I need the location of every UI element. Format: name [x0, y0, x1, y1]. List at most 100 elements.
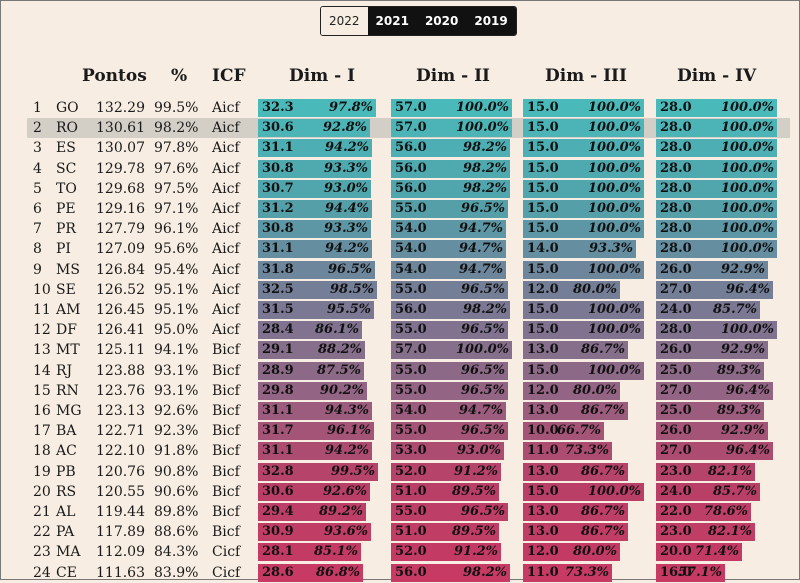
pct-cell: 84.3% [154, 544, 199, 561]
dim-4-bar: 28.0 100.0% [656, 179, 777, 198]
table-row[interactable]: 11 AM 126.45 95.1% Aicf 31.5 95.5% 56.0 98.2% 15.… [0, 300, 800, 320]
dim-pct-label: 100.0% [720, 180, 774, 196]
uf-cell: MG [56, 403, 82, 419]
dim-pct-label: 100.0% [587, 322, 641, 338]
table-row[interactable]: 16 MG 123.13 92.6% Bicf 31.1 94.3% 54.0 94.7% 13.… [0, 401, 800, 421]
dim-value-label: 28.4 [262, 322, 294, 338]
pct-cell: 95.1% [154, 302, 199, 318]
dim-2-bar: 54.0 94.7% [391, 260, 506, 279]
dim-pct-label: 94.7% [458, 403, 503, 418]
dim-value-label: 15.0 [527, 140, 559, 156]
dim-2-bar: 54.0 94.7% [391, 240, 506, 259]
dim-value-label: 15.0 [527, 362, 559, 378]
dim-pct-label: 96.5% [460, 362, 505, 378]
table-row[interactable]: 2 RO 130.61 98.2% Aicf 30.6 92.8% 57.0 100.0% 15.… [0, 118, 800, 139]
table-row[interactable]: 10 SE 126.52 95.1% Aicf 32.5 98.5% 55.0 96.5% 12.… [0, 280, 800, 300]
dim-pct-label: 96.5% [327, 261, 372, 277]
dim-value-label: 23.0 [660, 463, 692, 479]
dim-pct-label: 80.0% [572, 281, 617, 297]
uf-cell: ES [56, 140, 76, 157]
dim-pct-label: 93.3% [323, 160, 368, 176]
dim-3-bar: 15.0 100.0% [523, 139, 644, 158]
dim-value-label: 26.0 [660, 261, 692, 277]
table-row[interactable]: 15 RN 123.76 93.1% Bicf 29.8 90.2% 55.0 96.5% 12.… [0, 381, 800, 401]
dim-pct-label: 94.7% [458, 221, 503, 237]
dim-value-label: 30.7 [262, 180, 294, 196]
dim-pct-label: 100.0% [720, 160, 774, 176]
table-row[interactable]: 20 RS 120.55 90.6% Bicf 30.6 92.6% 51.0 89.5% 15.… [0, 482, 800, 502]
rank-cell: 9 [33, 261, 42, 278]
dim-value-label: 10.0 [527, 423, 559, 439]
dim-pct-label: 86.8% [315, 564, 360, 580]
dim-value-label: 53.0 [395, 443, 427, 459]
header-icf: ICF [212, 66, 246, 86]
dim-value-label: 54.0 [395, 241, 427, 257]
table-row[interactable]: 19 PB 120.76 90.8% Bicf 32.8 99.5% 52.0 91.2% 13.… [0, 462, 800, 482]
dim-value-label: 15.0 [527, 221, 559, 237]
pct-cell: 97.5% [154, 180, 199, 197]
uf-cell: RO [56, 120, 79, 137]
table-row[interactable]: 1 GO 132.29 99.5% Aicf 32.3 97.8% 57.0 100.0% 15.… [0, 98, 800, 118]
table-row[interactable]: 22 PA 117.89 88.6% Bicf 30.9 93.6% 51.0 89.5% 13.… [0, 522, 800, 542]
dim-value-label: 29.8 [262, 382, 294, 398]
dim-1-bar: 32.5 98.5% [258, 280, 377, 299]
dim-pct-label: 100.0% [720, 140, 774, 156]
rank-cell: 16 [33, 403, 51, 419]
table-row[interactable]: 23 MA 112.09 84.3% Cicf 28.1 85.1% 52.0 91.2% 12.… [0, 542, 800, 562]
table-row[interactable]: 5 TO 129.68 97.5% Aicf 30.7 93.0% 56.0 98.2% 15.0… [0, 179, 800, 199]
table-row[interactable]: 18 AC 122.10 91.8% Bicf 31.1 94.2% 53.0 93.0% 11.… [0, 441, 800, 461]
icf-cell: Aicf [212, 201, 240, 217]
table-row[interactable]: 4 SC 129.78 97.6% Aicf 30.8 93.3% 56.0 98.2% 15.0… [0, 159, 800, 179]
dim-pct-label: 86.7% [580, 342, 625, 358]
pontos-cell: 126.84 [96, 261, 145, 278]
dim-value-label: 28.0 [660, 100, 692, 115]
table-row[interactable]: 3 ES 130.07 97.8% Aicf 31.1 94.2% 56.0 98.2% 15.0… [0, 138, 800, 158]
dim-value-label: 26.0 [660, 342, 692, 358]
dim-2-bar: 52.0 91.2% [391, 462, 501, 481]
dim-pct-label: 89.5% [451, 524, 496, 540]
table-row[interactable]: 9 MS 126.84 95.4% Aicf 31.8 96.5% 54.0 94.7% 15.0… [0, 260, 800, 280]
dim-value-label: 32.3 [262, 100, 294, 115]
dim-3-bar: 15.0 100.0% [523, 482, 644, 501]
table-row[interactable]: 14 RJ 123.88 93.1% Bicf 28.9 87.5% 55.0 96.5% 15.… [0, 361, 800, 381]
dim-2-bar: 57.0 100.0% [391, 119, 512, 138]
table-row[interactable]: 8 PI 127.09 95.6% Aicf 31.1 94.2% 54.0 94.7% 14.0… [0, 239, 800, 259]
tab-year-1[interactable]: 2022 [321, 7, 368, 35]
dim-pct-label: 80.0% [572, 382, 617, 398]
tab-year-2[interactable]: 2021 [367, 7, 417, 35]
table-row[interactable]: 6 PE 129.16 97.1% Aicf 31.2 94.4% 55.0 96.5% 15.0… [0, 199, 800, 219]
table-row[interactable]: 13 MT 125.11 94.1% Bicf 29.1 88.2% 57.0 100.0% 13… [0, 340, 800, 360]
dim-value-label: 55.0 [395, 201, 427, 216]
dim-4-bar: 26.0 92.9% [656, 422, 768, 441]
icf-cell: Cicf [212, 544, 241, 561]
rank-cell: 3 [33, 140, 42, 157]
dim-4-bar: 28.0 100.0% [656, 200, 777, 218]
dim-pct-label: 98.2% [462, 140, 507, 156]
rank-cell: 6 [33, 201, 42, 217]
table-row[interactable]: 7 PR 127.79 96.1% Aicf 30.8 93.3% 54.0 94.7% 15.0… [0, 219, 800, 239]
dim-value-label: 27.0 [660, 382, 692, 398]
table-row[interactable]: 17 BA 122.71 92.3% Bicf 31.7 96.1% 55.0 96.5% 10.… [0, 421, 800, 441]
dim-4-bar: 25.0 89.3% [656, 402, 764, 420]
pontos-cell: 117.89 [96, 524, 145, 541]
dim-2-bar: 54.0 94.7% [391, 220, 506, 239]
dim-1-bar: 31.7 96.1% [258, 422, 374, 441]
dim-pct-label: 94.7% [458, 241, 503, 257]
uf-cell: PA [56, 524, 75, 541]
dim-value-label: 12.0 [527, 544, 559, 560]
year-tabs: 2022 2021 2020 2019 [320, 6, 517, 36]
table-row[interactable]: 21 AL 119.44 89.8% Bicf 29.4 89.2% 55.0 96.5% 13.… [0, 502, 800, 522]
uf-cell: RN [56, 382, 79, 399]
dim-value-label: 24.0 [660, 483, 692, 499]
header-pct: % [171, 66, 188, 86]
dim-value-label: 13.0 [527, 342, 559, 358]
dim-1-bar: 31.5 95.5% [258, 301, 374, 319]
table-row[interactable]: 12 DF 126.41 95.0% Aicf 28.4 86.1% 55.0 96.5% 15.… [0, 320, 800, 340]
dim-value-label: 13.0 [527, 524, 559, 540]
dim-pct-label: 94.2% [324, 140, 369, 156]
table-row[interactable]: 24 CE 111.63 83.9% Cicf 28.6 86.8% 56.0 98.2% 11.… [0, 563, 800, 583]
tab-year-3[interactable]: 2020 [416, 7, 467, 35]
dim-3-bar: 15.0 100.0% [523, 159, 644, 178]
tab-year-4[interactable]: 2019 [466, 7, 516, 35]
icf-cell: Aicf [212, 120, 240, 137]
